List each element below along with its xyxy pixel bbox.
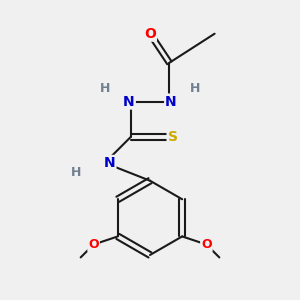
Text: S: S [168,130,178,144]
Text: N: N [165,94,177,109]
Text: N: N [104,156,116,170]
Text: O: O [88,238,99,251]
Text: H: H [190,82,200,95]
Text: H: H [70,166,81,179]
Text: O: O [144,27,156,41]
Text: H: H [100,82,110,95]
Text: O: O [201,238,212,251]
Text: N: N [123,94,135,109]
